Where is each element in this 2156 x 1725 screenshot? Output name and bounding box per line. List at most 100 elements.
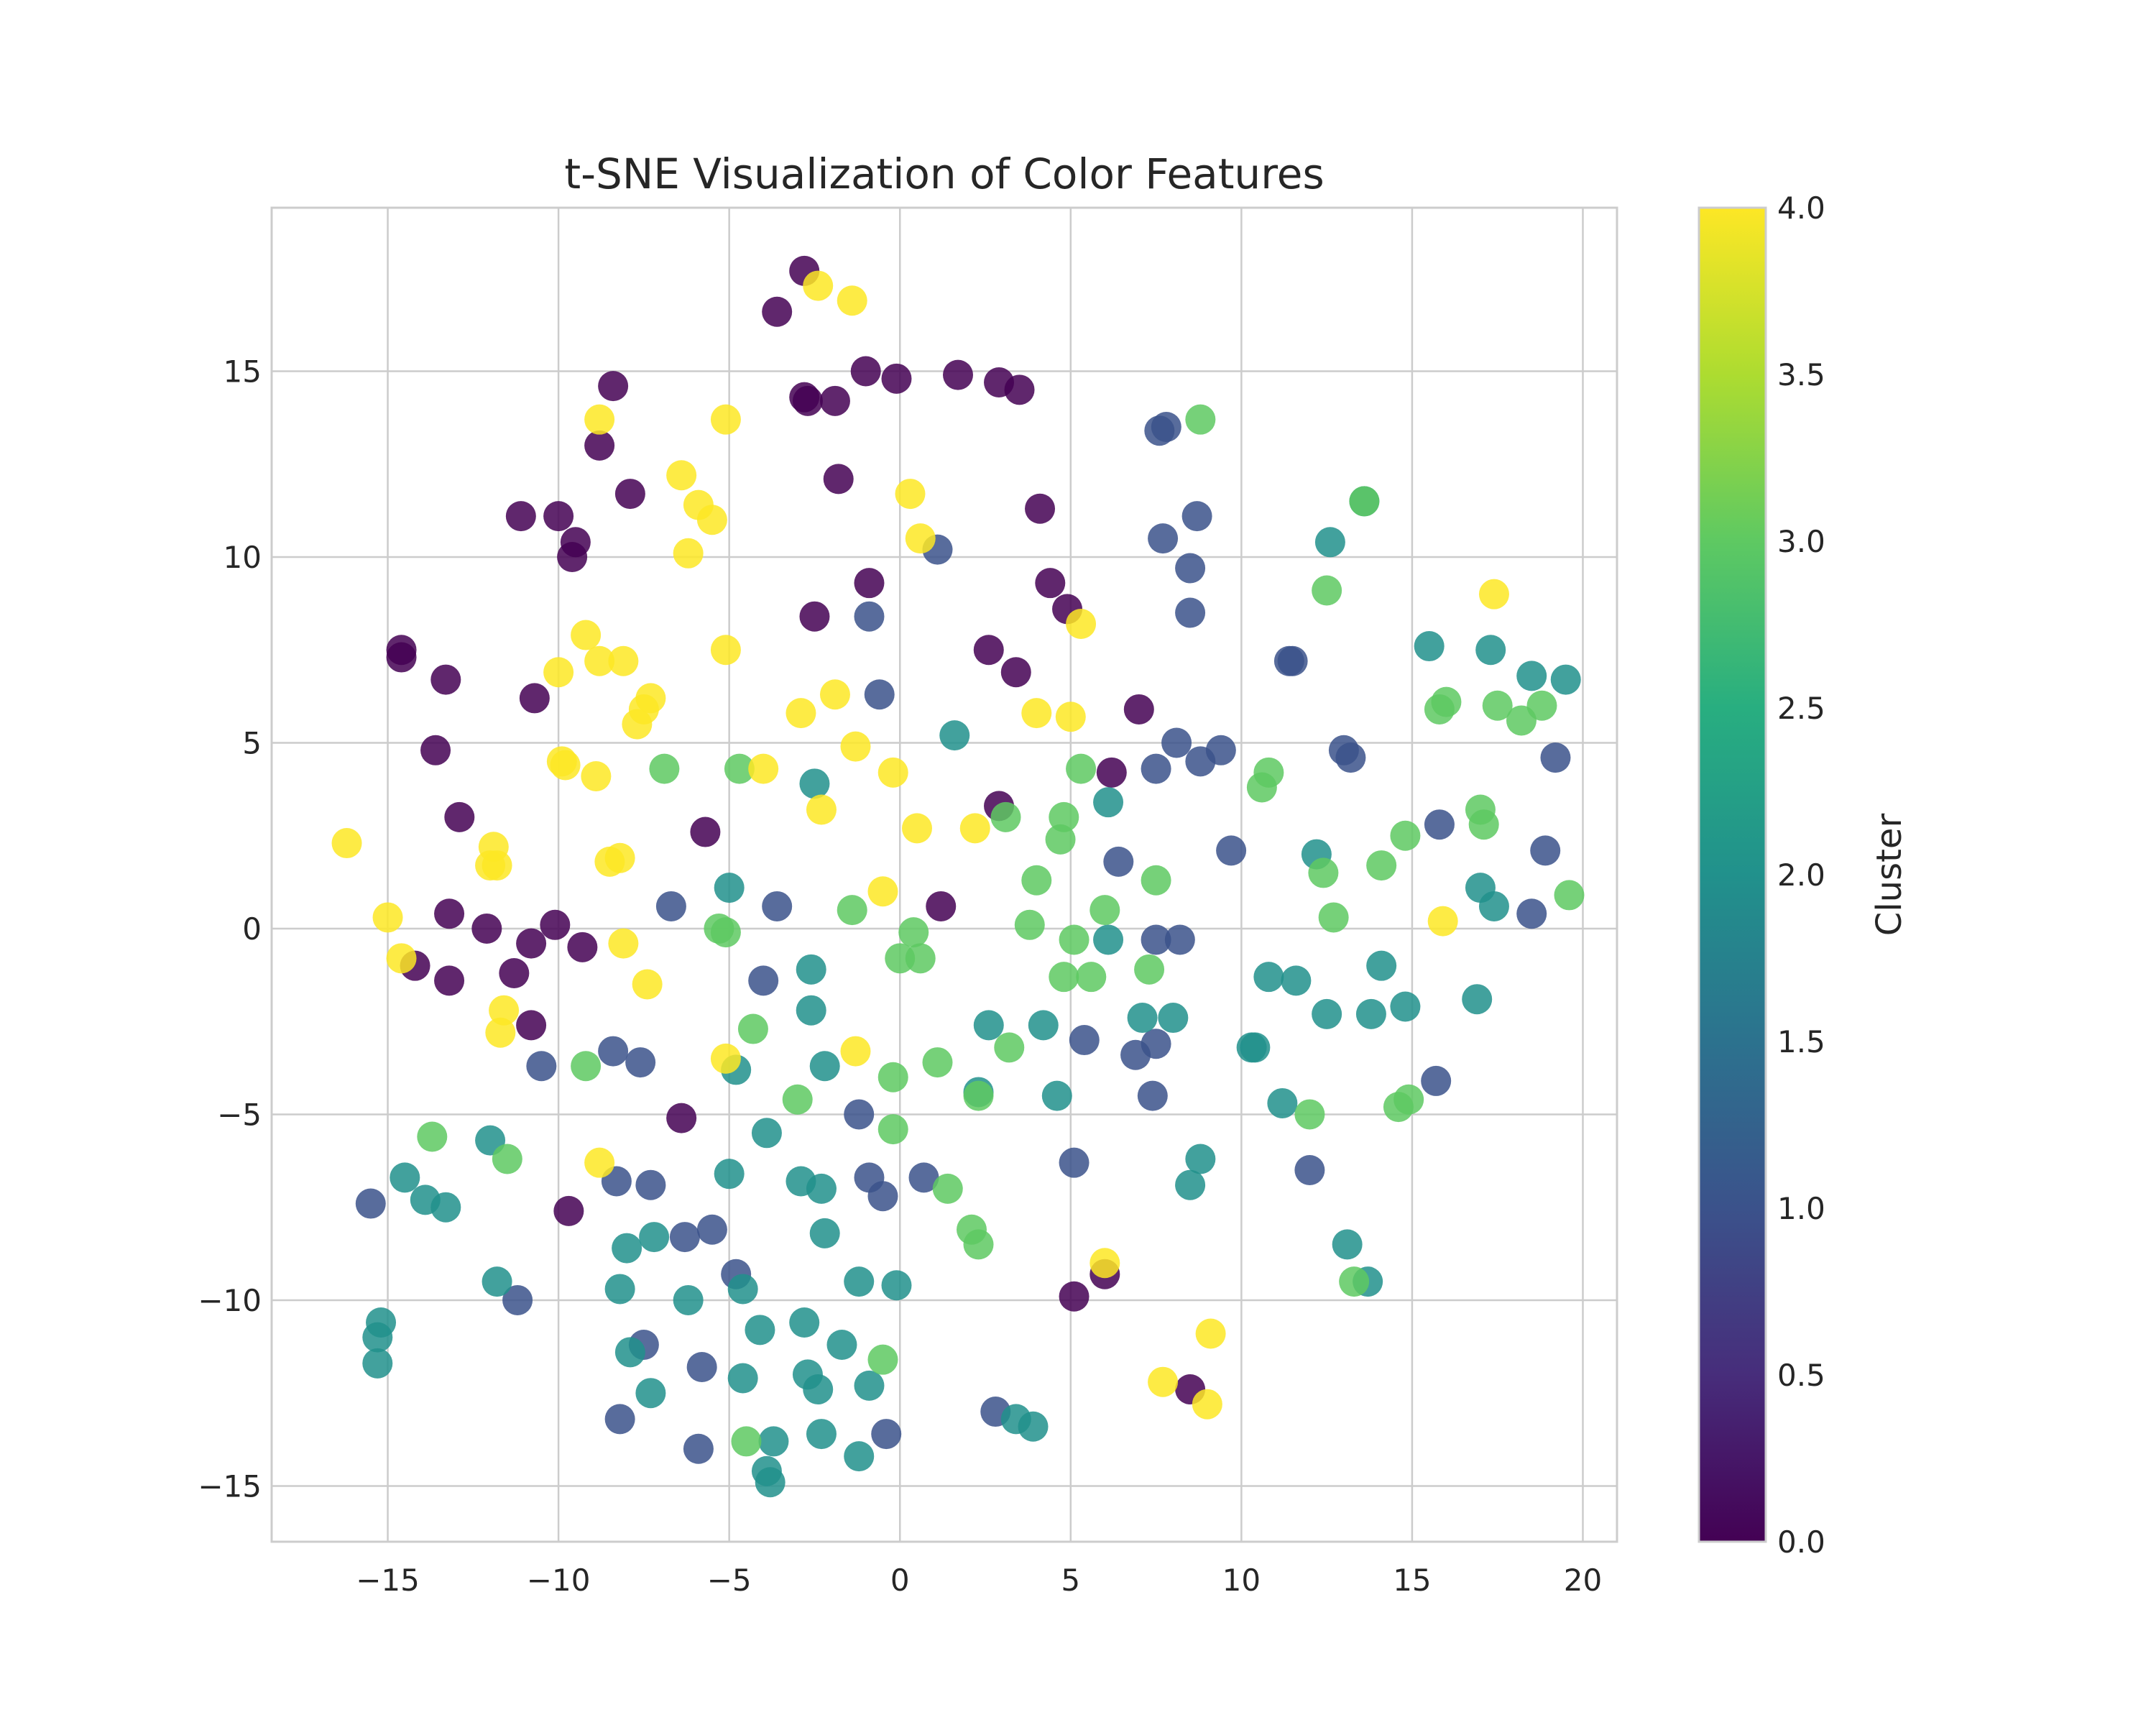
scatter-point (727, 1363, 758, 1394)
scatter-point (1349, 486, 1380, 517)
scatter-point (963, 1229, 994, 1260)
y-tick-label: −10 (198, 1283, 262, 1318)
scatter-point (482, 850, 512, 881)
scatter-point (748, 965, 779, 996)
scatter-point (543, 657, 574, 688)
x-tick-label: −15 (356, 1563, 420, 1598)
y-tick-label: −15 (198, 1468, 262, 1504)
scatter-point (420, 735, 451, 765)
scatter-point (1516, 898, 1547, 929)
plot-frame (270, 206, 1618, 1543)
scatter-point (1035, 568, 1066, 599)
y-axis-ticks: −15 −10 −5 0 5 10 15 (198, 354, 262, 1504)
scatter-point (1059, 1147, 1089, 1178)
scatter-point (1195, 1318, 1226, 1349)
scatter-point (1141, 865, 1171, 896)
scatter-point (1161, 727, 1192, 758)
colorbar-tick-label: 1.5 (1777, 1024, 1825, 1059)
scatter-point (844, 1266, 875, 1297)
scatter-point (1148, 1366, 1179, 1397)
colorbar-tick-label: 2.5 (1777, 691, 1825, 726)
scatter-point (632, 969, 663, 1000)
colorbar (1697, 206, 1767, 1543)
scatter-point (1069, 1025, 1100, 1056)
scatter-point (1089, 895, 1120, 926)
scatter-point (1096, 757, 1127, 788)
scatter-point (1339, 1266, 1370, 1297)
scatter-point (1175, 597, 1206, 628)
chart-title: t-SNE Visualization of Color Features (564, 150, 1324, 198)
scatter-point (1540, 742, 1571, 773)
scatter-point (973, 1010, 1004, 1041)
scatter-point (792, 385, 823, 416)
scatter-point (1335, 742, 1366, 773)
scatter-point (710, 404, 741, 435)
y-tick-label: 15 (224, 354, 262, 389)
scatter-point (796, 995, 826, 1026)
colorbar-tick-label: 0.0 (1777, 1524, 1825, 1560)
colorbar-tick-label: 3.0 (1777, 524, 1825, 559)
scatter-point (649, 753, 680, 784)
scatter-point (492, 1144, 522, 1174)
scatter-point (1267, 1087, 1298, 1118)
scatter-point (871, 1419, 902, 1450)
scatter-point (1462, 984, 1493, 1015)
scatter-point (1175, 553, 1206, 584)
scatter-point (905, 523, 936, 554)
scatter-point (1028, 1010, 1059, 1041)
scatter-point (789, 1307, 820, 1338)
scatter-point (751, 1118, 782, 1149)
scatter-point (1314, 527, 1345, 558)
scatter-point (584, 645, 615, 676)
scatter-point (854, 568, 885, 599)
colorbar-tick-label: 1.0 (1777, 1191, 1825, 1226)
x-tick-label: −10 (527, 1563, 591, 1598)
scatter-point (1431, 686, 1462, 717)
scatter-point (1059, 1281, 1089, 1312)
scatter-point (1175, 1169, 1206, 1200)
scatter-point (1021, 698, 1052, 729)
scatter-point (1093, 924, 1124, 955)
scatter-point (543, 501, 574, 532)
scatter-point (1021, 865, 1052, 896)
scatter-point (1526, 690, 1557, 721)
scatter-point (799, 768, 830, 799)
scatter-point (1318, 902, 1349, 933)
scatter-point (1246, 772, 1277, 803)
scatter-point (673, 538, 704, 569)
scatter-point (673, 1284, 704, 1315)
scatter-point (905, 943, 936, 974)
scatter-point (1312, 575, 1342, 606)
scatter-point (782, 1084, 813, 1115)
scatter-point (727, 1274, 758, 1305)
scatter-point (1393, 1084, 1424, 1115)
scatter-point (840, 1036, 871, 1067)
x-tick-label: 10 (1222, 1563, 1261, 1598)
scatter-point (540, 909, 571, 940)
scatter-point (844, 1441, 875, 1472)
scatter-point (1004, 374, 1035, 405)
scatter-point (932, 1173, 963, 1204)
x-tick-label: 0 (890, 1563, 910, 1598)
scatter-point (803, 1374, 834, 1405)
scatter-point (390, 1162, 420, 1193)
x-tick-label: 5 (1061, 1563, 1080, 1598)
scatter-point (1554, 880, 1585, 911)
scatter-point (598, 1036, 629, 1067)
scatter-point (994, 1032, 1025, 1063)
scatter-point (519, 683, 550, 714)
scatter-point (584, 430, 615, 461)
scatter-point (895, 479, 926, 510)
scatter-point (1240, 1032, 1271, 1063)
scatter-point (731, 1426, 762, 1457)
scatter-point (639, 1222, 670, 1253)
scatter-point (482, 1266, 512, 1297)
scatter-point (434, 898, 465, 929)
scatter-point (819, 385, 850, 416)
scatter-point (854, 1370, 885, 1401)
scatter-point (696, 505, 727, 535)
scatter-point (1000, 657, 1031, 688)
scatter-point (1055, 702, 1086, 732)
x-tick-label: 15 (1393, 1563, 1431, 1598)
scatter-point (1141, 924, 1171, 955)
